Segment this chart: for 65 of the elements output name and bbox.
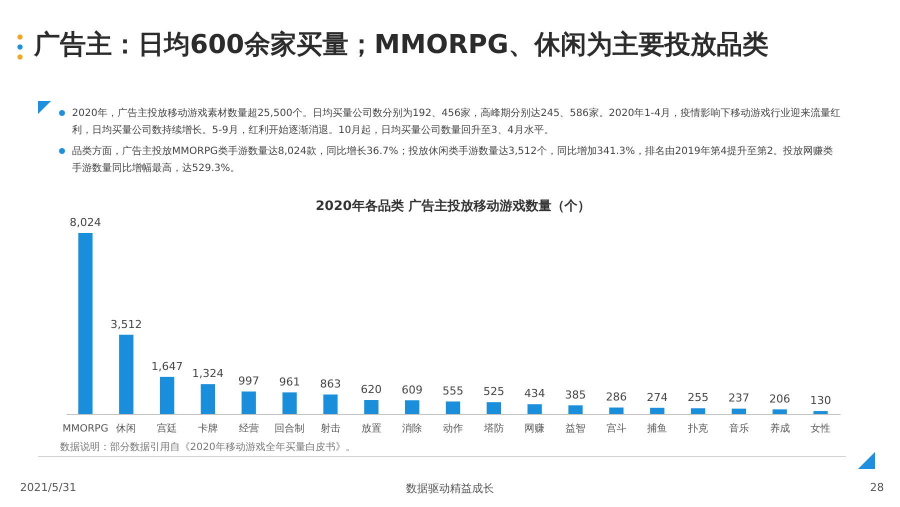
bar <box>486 402 501 414</box>
bar <box>282 392 297 414</box>
bar <box>242 392 256 414</box>
bar <box>160 376 174 414</box>
data-label: 525 <box>483 385 504 398</box>
bar <box>364 400 378 414</box>
chart-subtitle: 2020年各品类 广告主投放移动游戏数量（个） <box>316 198 590 214</box>
data-label: 1,324 <box>192 367 224 380</box>
x-tick-label: 扑克 <box>687 422 708 434</box>
bar <box>78 233 93 414</box>
data-label: 286 <box>606 390 627 404</box>
data-label: 8,024 <box>70 216 102 229</box>
x-tick-label: 宫廷 <box>157 422 178 434</box>
text: 2021/5/31 <box>20 481 76 494</box>
x-tick-label: 养成 <box>770 422 790 434</box>
data-label: 206 <box>769 392 790 406</box>
data-label: 3,512 <box>110 318 142 331</box>
x-tick-label: 塔防 <box>482 422 504 434</box>
x-tick-label: 宫斗 <box>606 422 626 434</box>
data-label: 274 <box>646 390 668 404</box>
bar <box>690 408 706 414</box>
data-label: 130 <box>810 394 832 408</box>
bar <box>609 408 624 414</box>
bar <box>528 404 542 414</box>
data-label: 1,647 <box>151 360 183 373</box>
bar <box>650 408 664 414</box>
bar <box>405 400 420 414</box>
x-tick-label: 射击 <box>320 422 340 434</box>
bar <box>446 401 460 414</box>
text: 数据驱动精益成长 <box>406 482 494 495</box>
bar <box>732 408 746 414</box>
data-label: 863 <box>320 378 341 391</box>
x-tick-label: 网赚 <box>524 422 545 434</box>
text: 2020年，广告主投放移动游戏素材数量超25,500个。日均买量公司数分别为192、456家，高峰期分别达245、586家。2020年1-4月，疫情影响下移动游戏行业迎来流量红利，日均买量公司数持续增长。5-9月，红利开始逐渐消退。10月起，日均买量公司数量回升至3、4月水平。 <box>72 108 841 136</box>
x-tick-label: 休闲 <box>116 422 136 434</box>
x-tick-label: 卡牌 <box>198 422 218 434</box>
data-label: 997 <box>238 374 260 388</box>
bar <box>772 409 787 414</box>
data-label: 385 <box>565 388 586 402</box>
bar <box>813 411 828 414</box>
x-tick-label: 消除 <box>402 422 422 434</box>
chart-title: 广告主：日均600余家买量；MMORPG、休闲为主要投放品类 <box>34 30 769 61</box>
data-label: 237 <box>728 392 750 405</box>
data-label: 434 <box>524 387 546 400</box>
data-label: 555 <box>442 384 464 398</box>
x-tick-label: 回合制 <box>274 422 305 434</box>
x-tick-label: 捕鱼 <box>647 422 668 434</box>
bar <box>200 384 216 414</box>
data-label: 609 <box>402 383 423 396</box>
x-tick-label: 经营 <box>238 422 259 434</box>
x-tick-label: 放置 <box>361 422 382 434</box>
bar <box>323 394 338 414</box>
data-label: 255 <box>688 391 709 404</box>
x-tick-label: MMORPG <box>62 424 108 434</box>
x-tick-label: 动作 <box>443 424 463 434</box>
x-tick-label: 音乐 <box>728 422 749 434</box>
bar <box>119 334 134 414</box>
text: 数据说明：部分数据引用自《2020年移动游戏全年买量白皮书》。 <box>60 440 356 454</box>
bar <box>568 405 583 414</box>
text: 28 <box>870 481 884 494</box>
x-tick-label: 益智 <box>566 422 586 434</box>
x-tick-label: 女性 <box>810 422 831 434</box>
data-label: 961 <box>279 375 300 388</box>
data-label: 620 <box>360 383 382 396</box>
text: 品类方面，广告主投放MMORPG类手游数量达8,024款，同比增长36.7%；投放休闲类手游数量达3,512个，同比增加341.3%，排名由2019年第4提升至第2。投放网赚类手游数量同比增幅最高，达529.3%。 <box>72 146 834 174</box>
